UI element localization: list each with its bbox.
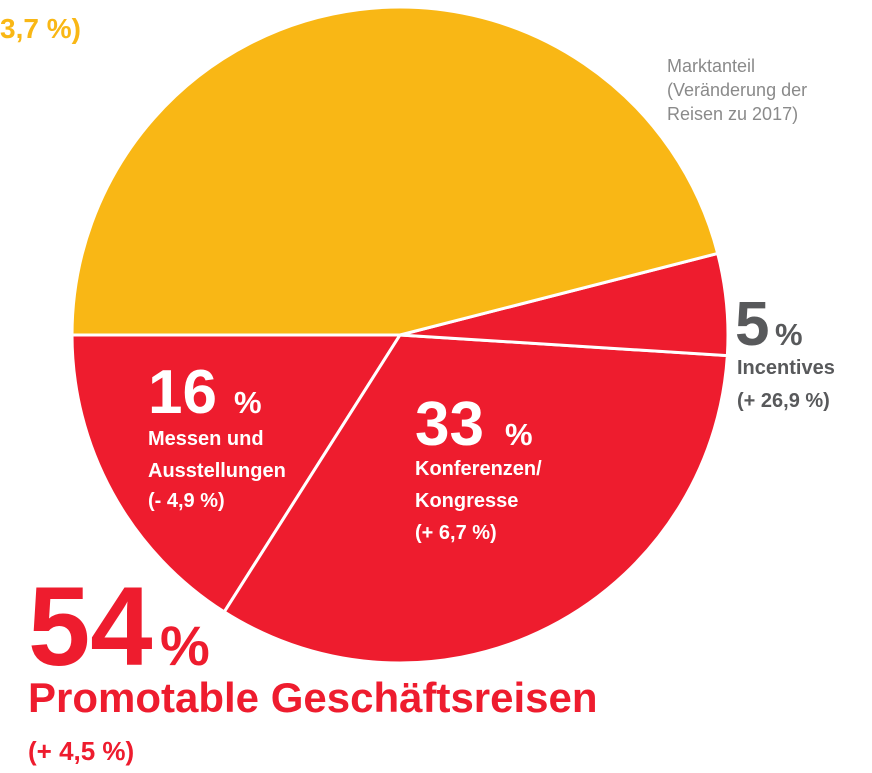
unit-label: % bbox=[505, 417, 533, 452]
category-label: Kongresse bbox=[415, 490, 518, 512]
category-label: Messen und bbox=[148, 428, 264, 450]
change-label: (+ 26,9 %) bbox=[737, 390, 830, 412]
group-change: (+ 4,5 %) bbox=[28, 736, 134, 766]
value-label: 54 bbox=[28, 564, 153, 689]
value-label: 16 bbox=[148, 358, 217, 427]
note: Reisen zu 2017) bbox=[667, 104, 798, 124]
change-label: (- 4,9 %) bbox=[148, 490, 225, 512]
change-label: (+ 6,7 %) bbox=[415, 522, 497, 544]
category-label: Incentives bbox=[737, 357, 835, 379]
pie-slice bbox=[70, 333, 403, 615]
unit-label: % bbox=[234, 385, 262, 420]
category-label: Konferenzen/ bbox=[415, 458, 542, 480]
pie-slice bbox=[70, 5, 720, 337]
unit-label: % bbox=[160, 614, 210, 677]
note: (Veränderung der bbox=[667, 80, 807, 100]
value-label: 5 bbox=[735, 290, 769, 359]
change-label: 3,7 %) bbox=[0, 13, 81, 44]
pie-slice bbox=[222, 333, 729, 665]
category-label: Ausstellungen bbox=[148, 460, 286, 482]
value-label: 33 bbox=[415, 390, 484, 459]
group-name: Promotable Geschäftsreisen bbox=[28, 674, 598, 721]
note: Marktanteil bbox=[667, 56, 755, 76]
unit-label: % bbox=[775, 317, 803, 352]
